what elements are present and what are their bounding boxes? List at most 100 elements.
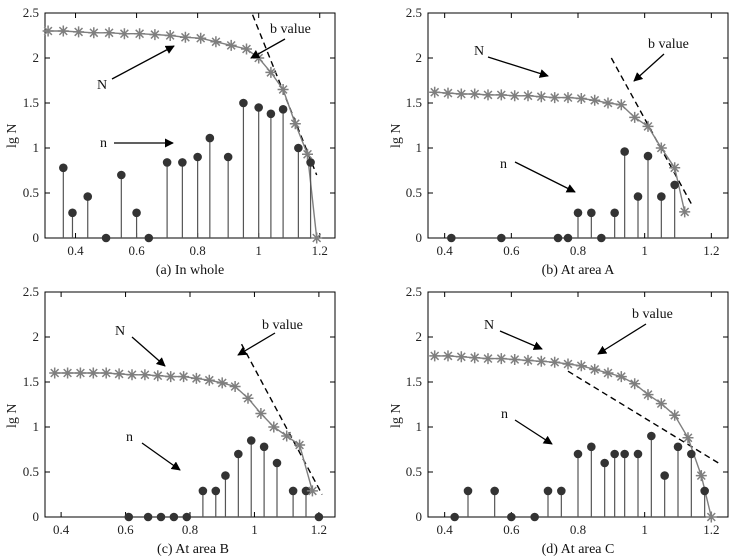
- n-point: [254, 103, 263, 112]
- n-point: [597, 233, 606, 243]
- y-tick-label: 2.5: [406, 284, 422, 299]
- N-point: [682, 432, 694, 444]
- N-point: [589, 94, 601, 106]
- n-point: [507, 512, 516, 522]
- caption: (c) At area B: [157, 542, 229, 557]
- x-tick-label: 0.6: [128, 243, 145, 258]
- N-point: [165, 371, 177, 383]
- annotation-n: n: [100, 136, 107, 151]
- x-axis: 0.4 0.6 0.8 1 1.2: [437, 13, 719, 258]
- n-point: [670, 180, 679, 190]
- N-point: [195, 32, 207, 44]
- n-point: [620, 147, 629, 156]
- N-point: [265, 66, 277, 78]
- N-point: [216, 377, 228, 389]
- n-point: [643, 151, 653, 161]
- y-tick-label: 2.5: [23, 5, 39, 20]
- arrow-b: [597, 323, 647, 355]
- n-point: [673, 442, 683, 452]
- N-markers: [429, 350, 717, 523]
- panel-d: 0 0.5 1 1.5 2 2.5 0.4 0.6 0.8 1 1.2 lg N (d) At a…: [389, 284, 729, 557]
- x-axis: 0.4 0.6 0.8 1 1.2: [53, 292, 327, 537]
- annotation-N: N: [115, 324, 125, 339]
- y-tick-label: 1: [33, 419, 40, 434]
- x-tick-label: 0.4: [67, 243, 84, 258]
- n-stems: [447, 147, 679, 243]
- N-point: [57, 25, 69, 37]
- N-point: [455, 351, 467, 363]
- n-point: [211, 486, 221, 496]
- y-tick-label: 0.5: [406, 464, 422, 479]
- y-axis: 0 0.5 1 1.5 2 2.5: [406, 284, 728, 524]
- n-point: [563, 233, 573, 243]
- N-point: [705, 511, 717, 523]
- n-point: [660, 471, 669, 480]
- N-point: [615, 371, 627, 383]
- x-tick-label: 0.4: [53, 522, 70, 537]
- arrow-b: [250, 38, 286, 59]
- n-point: [600, 458, 609, 468]
- y-tick-label: 1: [416, 419, 423, 434]
- N-point: [113, 368, 125, 380]
- N-point: [562, 92, 574, 104]
- annotation-N: N: [97, 78, 107, 93]
- N-point: [655, 142, 667, 154]
- x-tick-label: 1: [641, 522, 648, 537]
- N-point: [178, 371, 190, 383]
- N-curve-line: [434, 355, 712, 518]
- n-point: [205, 133, 215, 143]
- y-tick-label: 2: [416, 329, 423, 344]
- y-tick-label: 0.5: [23, 464, 39, 479]
- x-tick-label: 0.6: [117, 522, 134, 537]
- n-point: [182, 512, 192, 522]
- N-point: [203, 374, 215, 386]
- N-point: [655, 398, 667, 410]
- n-point: [193, 152, 202, 162]
- N-point: [469, 88, 481, 100]
- y-tick-label: 0: [33, 509, 40, 524]
- n-point: [156, 512, 166, 522]
- n-point: [223, 152, 233, 162]
- annotation-N: N: [484, 318, 494, 333]
- annotation-n: n: [126, 430, 133, 445]
- N-point: [306, 485, 318, 497]
- y-tick-label: 1.5: [406, 374, 422, 389]
- N-point: [268, 421, 280, 433]
- n-point: [450, 512, 459, 522]
- y-axis: 0 0.5 1 1.5 2 2.5: [23, 284, 335, 524]
- N-point: [429, 86, 441, 98]
- N-point: [229, 381, 241, 392]
- n-point: [59, 163, 68, 173]
- annotation-n: n: [500, 157, 507, 172]
- N-point: [134, 28, 146, 40]
- annotation-b: b value: [632, 307, 673, 322]
- x-tick-label: 1.2: [703, 243, 719, 258]
- x-axis: 0.4 0.6 0.8 1 1.2: [67, 13, 328, 258]
- n-point: [633, 449, 643, 459]
- N-point: [289, 118, 301, 130]
- N-point: [49, 367, 61, 379]
- n-point: [162, 158, 172, 167]
- N-curve: [434, 355, 712, 518]
- N-point: [562, 358, 574, 370]
- N-point: [522, 90, 534, 102]
- N-point: [311, 232, 323, 244]
- N-point: [642, 120, 654, 132]
- N-point: [669, 162, 681, 174]
- x-tick-label: 1: [641, 243, 648, 258]
- N-point: [495, 353, 507, 365]
- b-value-fit-segment: [240, 343, 323, 495]
- y-tick-label: 1.5: [23, 374, 39, 389]
- N-point: [255, 408, 267, 419]
- plot-frame: [44, 12, 336, 239]
- y-tick-label: 1.5: [406, 95, 422, 110]
- n-point: [239, 98, 248, 108]
- N-point: [469, 352, 481, 364]
- n-point: [144, 233, 154, 243]
- n-point: [587, 208, 596, 218]
- y-axis-label: lg N: [389, 404, 404, 429]
- y-tick-label: 2: [33, 50, 40, 65]
- n-point: [633, 192, 643, 201]
- arrow-N: [131, 336, 166, 367]
- N-point: [535, 355, 547, 367]
